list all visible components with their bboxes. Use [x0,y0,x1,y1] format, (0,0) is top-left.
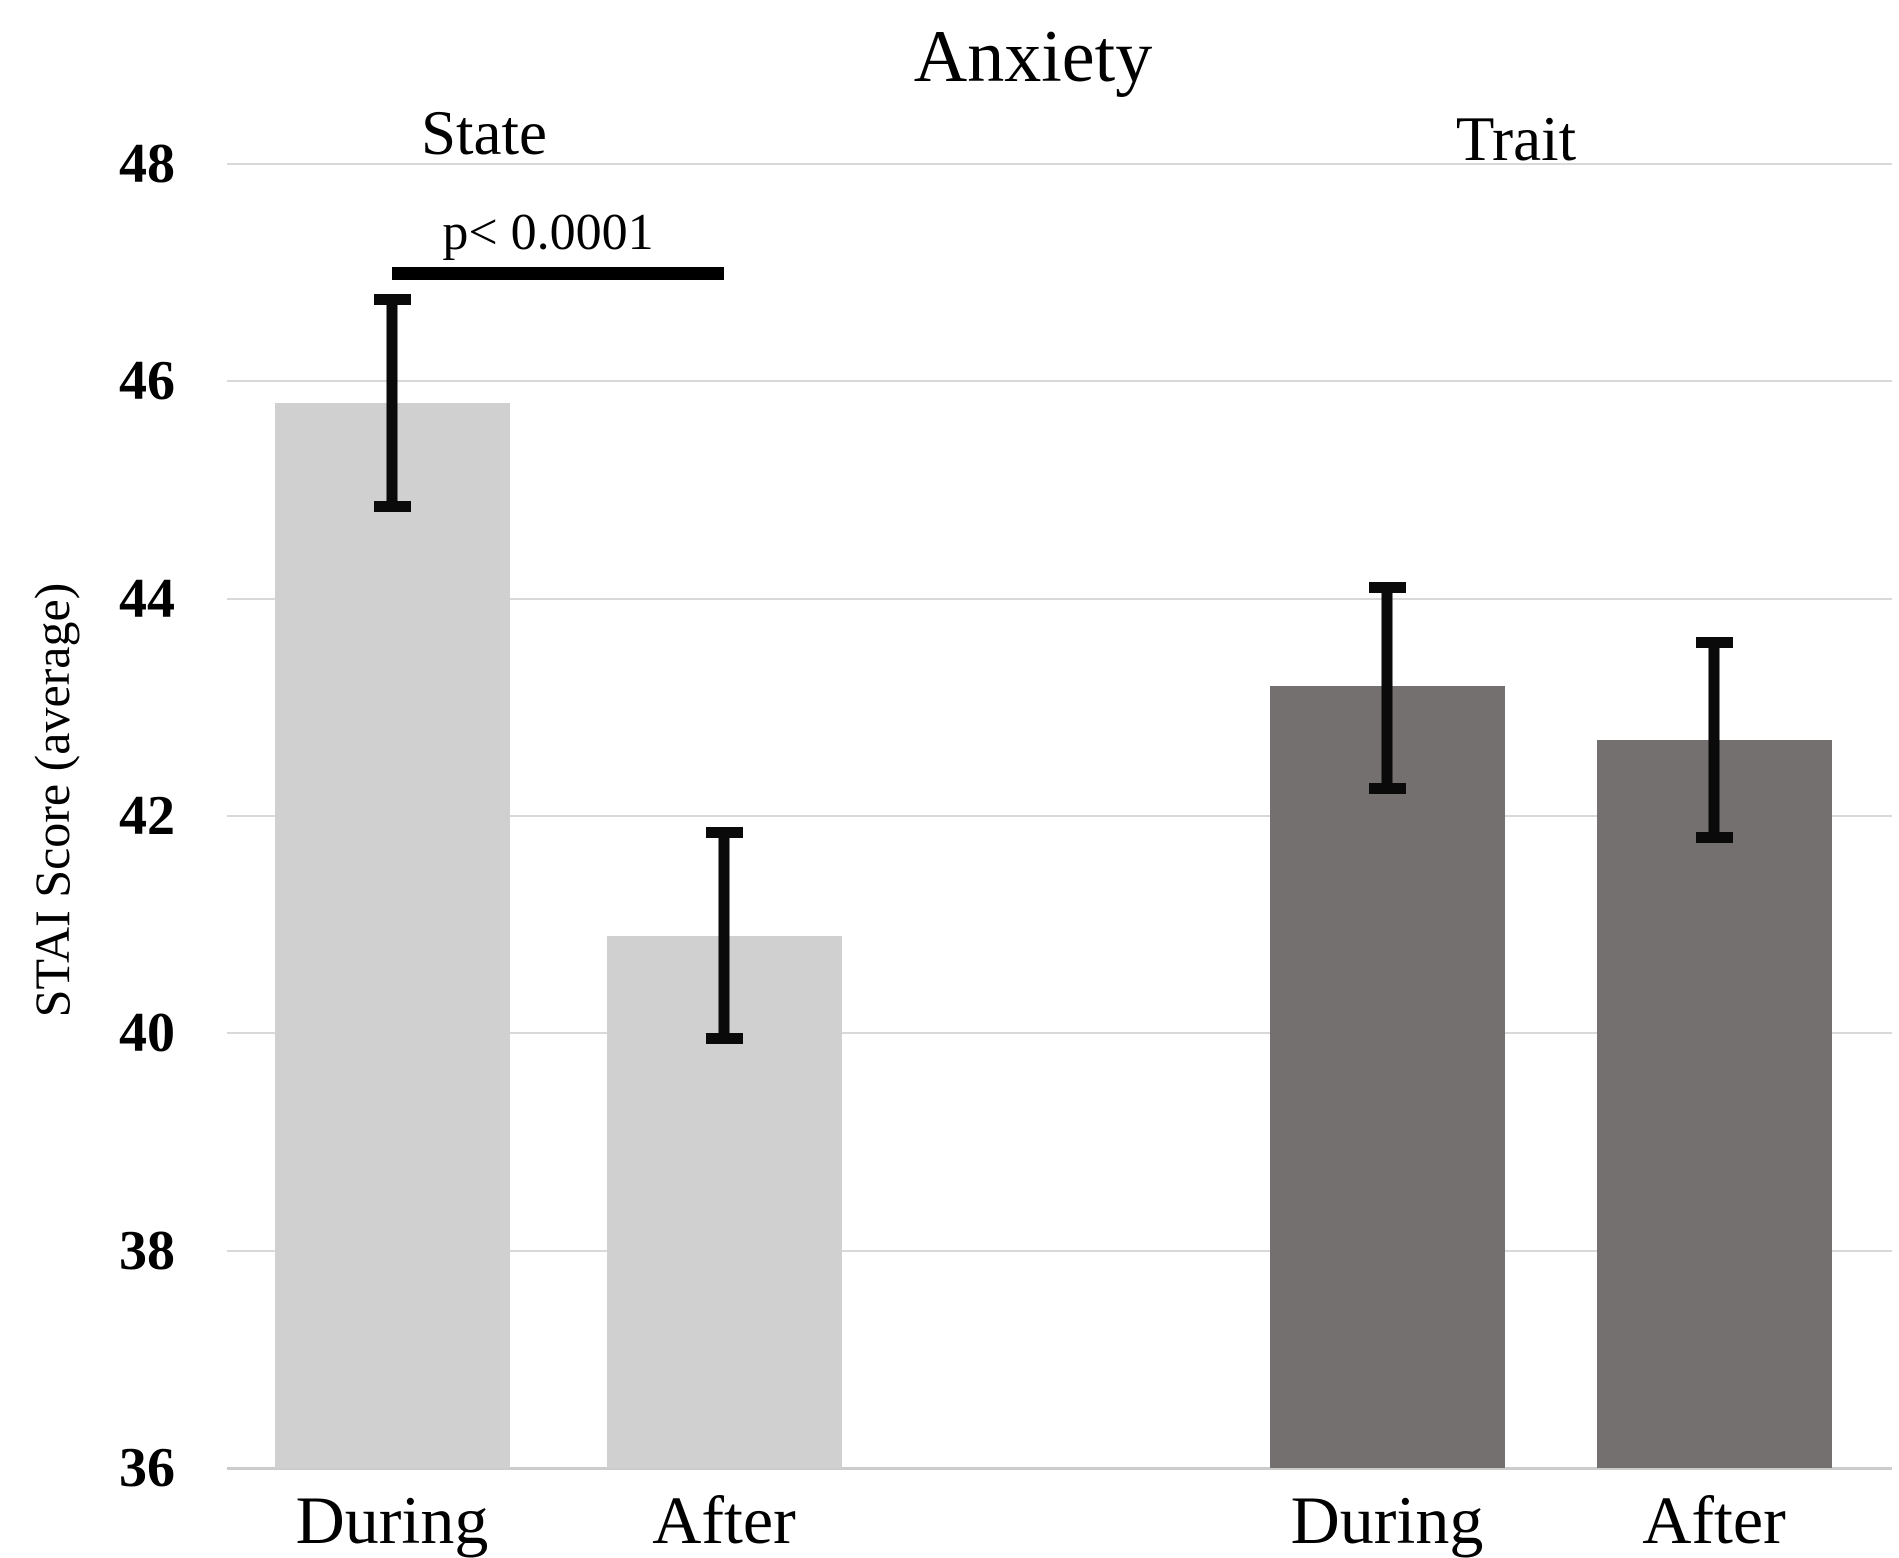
x-label-state-after: After [652,1482,796,1558]
bar-trait-after [1596,739,1832,1468]
gridline-44 [227,597,1892,600]
error-bar-line [386,294,398,512]
y-tick-label-46: 46 [119,350,175,413]
error-bar-cap-bottom [705,1033,743,1045]
error-bar-cap-bottom [1695,832,1733,844]
error-bar-cap-top [1368,582,1406,594]
error-bar-trait-during [1368,582,1406,795]
x-label-trait-during: During [1290,1482,1484,1558]
y-tick-label-42: 42 [119,785,175,847]
gridline-42 [227,815,1892,817]
group-label-trait: Trait [1455,104,1577,174]
x-label-state-during: During [295,1482,489,1558]
error-bar-state-after [705,826,743,1045]
error-bar-cap-top [1695,636,1733,648]
bar-state-during [274,403,510,1468]
error-bar-line [1381,582,1393,795]
chart-title: Anxiety [913,16,1153,98]
gridline-36 [227,1467,1892,1470]
error-bar-cap-top [373,294,411,306]
error-bar-trait-after [1695,636,1733,844]
significance-line [392,266,724,280]
gridline-48 [227,163,1892,165]
error-bar-state-during [373,294,411,512]
y-tick-label-40: 40 [119,1002,175,1065]
y-tick-label-44: 44 [119,567,175,630]
significance-label: p< 0.0001 [442,203,654,261]
error-bar-line [1708,636,1720,844]
gridline-46 [227,380,1892,383]
gridline-40 [227,1032,1892,1035]
group-label-state: State [421,98,547,168]
bar-trait-during [1269,685,1505,1468]
gridline-38 [227,1249,1892,1252]
y-tick-label-36: 36 [119,1437,175,1499]
error-bar-cap-bottom [373,500,411,512]
plot-area: p< 0.0001 [227,163,1892,1470]
error-bar-cap-top [705,826,743,838]
error-bar-cap-bottom [1368,783,1406,795]
y-tick-label-38: 38 [119,1219,175,1282]
error-bar-line [718,826,730,1045]
y-tick-label-48: 48 [119,133,175,195]
x-label-trait-after: After [1642,1482,1786,1558]
